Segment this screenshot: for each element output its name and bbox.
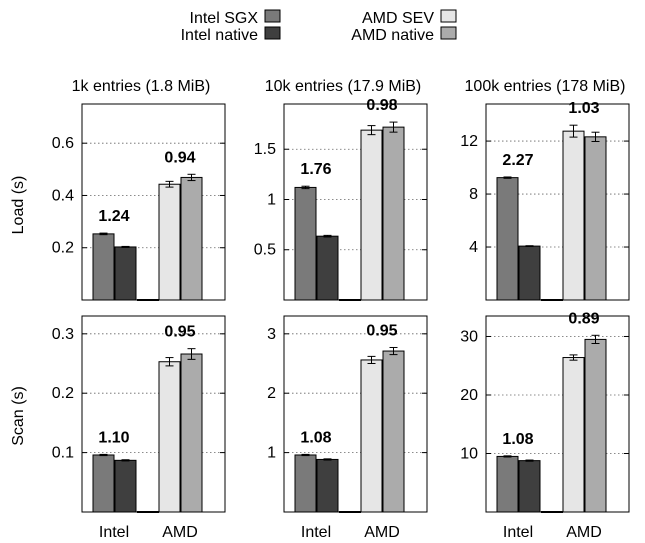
column-title-100k: 100k entries (178 MiB) <box>465 78 626 95</box>
x-label-amd-col1: AMD <box>162 524 198 541</box>
panel-frame <box>485 315 630 513</box>
bar-intel-sgx <box>496 177 519 301</box>
legend: Intel SGX AMD SEV Intel native AMD nativ… <box>181 9 457 44</box>
legend-entry-amd-native: AMD native <box>351 26 457 44</box>
panel-scan-col3: 10 20 30 1.08 0.89 <box>460 310 630 513</box>
legend-label-amd-native: AMD native <box>351 27 434 44</box>
bar-intel-native <box>316 458 339 513</box>
bar-intel-sgx <box>294 186 317 301</box>
y-tick-label: 0.2 <box>52 385 74 402</box>
ratio-label-amd: 1.03 <box>568 100 599 117</box>
ratio-label-intel: 2.27 <box>502 152 533 169</box>
bar-amd-sev <box>562 357 585 513</box>
panel-load-col1: 0.2 0.4 0.6 1.24 0.94 <box>52 103 226 301</box>
y-tick-label: 4 <box>469 239 478 256</box>
ratio-label-intel: 1.24 <box>98 208 129 225</box>
panel-load-col3: 4 8 12 2.27 1.03 <box>460 100 630 301</box>
panel-frame <box>283 103 428 301</box>
legend-swatch-intel-native <box>264 26 281 40</box>
bar-intel-native <box>316 235 339 301</box>
bar-amd-sev <box>360 129 383 301</box>
legend-label-amd-sev: AMD SEV <box>362 10 434 27</box>
x-group-labels: Intel AMD Intel AMD Intel AMD <box>99 524 602 541</box>
bar-amd-native <box>584 136 607 301</box>
y-tick-label: 8 <box>469 186 478 203</box>
legend-label-intel-native: Intel native <box>181 27 258 44</box>
legend-swatch-amd-native <box>440 26 457 40</box>
legend-swatch-intel-sgx <box>264 9 281 23</box>
y-tick-label: 0.4 <box>52 187 74 204</box>
column-titles: 1k entries (1.8 MiB) 10k entries (17.9 M… <box>72 78 626 95</box>
bar-intel-sgx <box>496 455 519 513</box>
ratio-label-amd: 0.89 <box>568 310 599 327</box>
bar-amd-native <box>382 350 405 513</box>
bar-intel-native <box>114 459 137 513</box>
y-tick-label: 1 <box>267 445 276 462</box>
column-title-10k: 10k entries (17.9 MiB) <box>265 78 422 95</box>
ratio-label-amd: 0.94 <box>164 149 195 166</box>
ratio-label-amd: 0.95 <box>164 324 195 341</box>
y-tick-label: 1.5 <box>254 141 276 158</box>
y-tick-label: 2 <box>267 385 276 402</box>
legend-entry-amd-sev: AMD SEV <box>362 9 457 27</box>
bar-intel-native <box>518 460 541 513</box>
bar-amd-native <box>180 353 203 513</box>
column-title-1k: 1k entries (1.8 MiB) <box>72 78 211 95</box>
y-tick-label: 0.2 <box>52 240 74 257</box>
ratio-label-intel: 1.08 <box>300 429 331 446</box>
y-tick-label: 20 <box>460 387 478 404</box>
y-tick-label: 0.1 <box>52 445 74 462</box>
bar-amd-sev <box>158 183 181 301</box>
bar-amd-native <box>584 338 607 513</box>
x-label-intel-col2: Intel <box>301 524 331 541</box>
y-tick-label: 0.3 <box>52 326 74 343</box>
x-label-amd-col2: AMD <box>364 524 400 541</box>
x-label-intel-col3: Intel <box>503 524 533 541</box>
bar-intel-sgx <box>92 454 115 513</box>
bar-intel-sgx <box>294 454 317 513</box>
legend-label-intel-sgx: Intel SGX <box>190 10 259 27</box>
legend-entry-intel-native: Intel native <box>181 26 281 44</box>
legend-entry-intel-sgx: Intel SGX <box>190 9 281 27</box>
y-axis-label-scan: Scan (s) <box>10 386 27 446</box>
y-tick-label: 3 <box>267 326 276 343</box>
bar-amd-sev <box>360 359 383 513</box>
bar-intel-native <box>518 245 541 301</box>
y-tick-label: 0.5 <box>254 242 276 259</box>
ratio-label-intel: 1.08 <box>502 431 533 448</box>
y-tick-label: 10 <box>460 445 478 462</box>
bar-intel-native <box>114 246 137 301</box>
y-axis-label-load: Load (s) <box>10 176 27 235</box>
ratio-label-amd: 0.98 <box>366 97 397 114</box>
ratio-label-intel: 1.10 <box>98 429 129 446</box>
x-label-amd-col3: AMD <box>566 524 602 541</box>
y-tick-label: 0.6 <box>52 135 74 152</box>
ratio-label-amd: 0.95 <box>366 322 397 339</box>
y-tick-label: 12 <box>460 133 478 150</box>
panels: 0.2 0.4 0.6 1.24 0.94 0.1 0.2 0.3 1.10 0.95 0.5 1 1.… <box>52 97 630 513</box>
bar-amd-sev <box>158 361 181 513</box>
panel-frame <box>485 103 630 301</box>
panel-scan-col1: 0.1 0.2 0.3 1.10 0.95 <box>52 315 226 513</box>
legend-swatch-amd-sev <box>440 9 457 23</box>
bar-intel-sgx <box>92 233 115 301</box>
bar-amd-native <box>382 126 405 301</box>
x-label-intel-col1: Intel <box>99 524 129 541</box>
panel-frame <box>81 103 226 301</box>
panel-load-col2: 0.5 1 1.5 1.76 0.98 <box>254 97 428 301</box>
panel-scan-col2: 1 2 3 1.08 0.95 <box>267 315 428 513</box>
panel-frame <box>283 315 428 513</box>
y-tick-label: 1 <box>267 191 276 208</box>
y-tick-label: 30 <box>460 328 478 345</box>
bar-amd-sev <box>562 130 585 301</box>
row-labels: Load (s) Scan (s) <box>10 176 27 446</box>
panel-frame <box>81 315 226 513</box>
ratio-label-intel: 1.76 <box>300 161 331 178</box>
bar-amd-native <box>180 176 203 301</box>
